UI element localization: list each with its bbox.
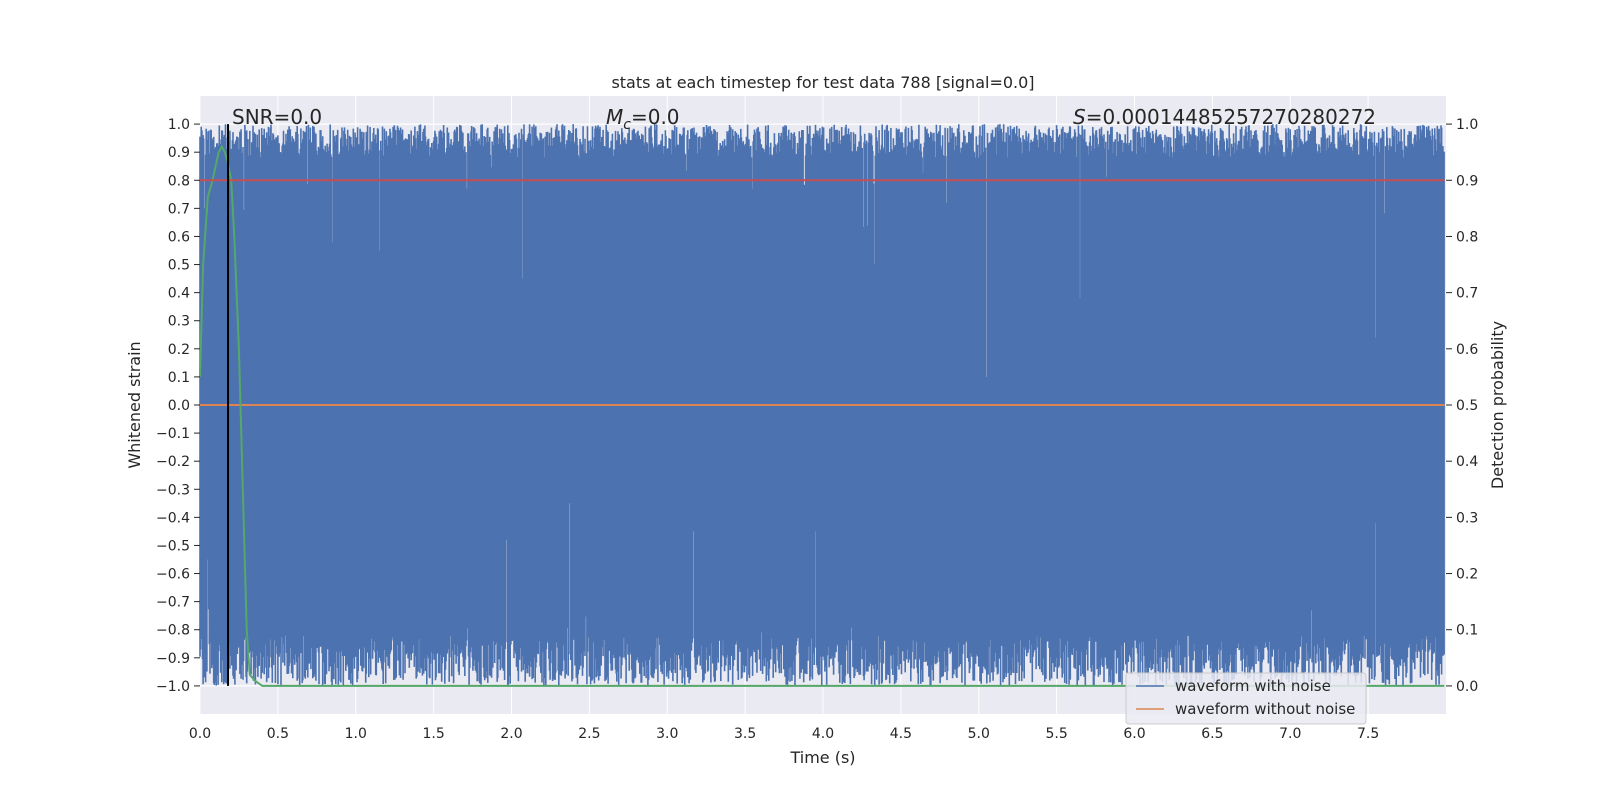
x-tick-label: 1.0 <box>345 726 367 742</box>
left-y-tick-label: 0.3 <box>168 314 190 330</box>
left-y-tick-label: 0.6 <box>168 229 190 245</box>
left-y-tick-label: −0.5 <box>156 538 190 554</box>
left-y-tick-label: −0.3 <box>156 482 190 498</box>
right-y-axis-ticks: 1.0 0.9 0.8 0.7 0.6 0.5 0.4 0.3 0.2 0.1 0.0 <box>1446 117 1478 695</box>
x-tick-label: 5.0 <box>968 726 990 742</box>
right-y-tick-label: 0.5 <box>1456 398 1478 414</box>
x-tick-label: 0.0 <box>189 726 211 742</box>
left-y-tick-label: 0.4 <box>168 286 190 302</box>
right-y-tick-label: 0.2 <box>1456 567 1478 583</box>
right-y-tick-label: 0.0 <box>1456 679 1478 695</box>
left-y-tick-label: −0.7 <box>156 595 190 611</box>
right-y-tick-label: 0.9 <box>1456 173 1478 189</box>
x-tick-label: 2.5 <box>578 726 600 742</box>
right-y-tick-label: 1.0 <box>1456 117 1478 133</box>
left-y-tick-label: −0.4 <box>156 510 190 526</box>
right-y-tick-label: 0.6 <box>1456 342 1478 358</box>
left-y-axis-ticks: 1.0 0.9 0.8 0.7 0.6 0.5 0.4 0.3 0.2 0.1 0.0 −0.1 −0.… <box>156 117 200 695</box>
left-y-tick-label: 0.7 <box>168 201 190 217</box>
x-tick-label: 1.5 <box>422 726 444 742</box>
legend-label-noise: waveform with noise <box>1175 677 1331 695</box>
left-y-tick-label: −0.9 <box>156 651 190 667</box>
overlay-lines <box>199 124 1445 687</box>
right-y-axis-label: Detection probability <box>1488 321 1507 489</box>
snr-annotation: SNR=0.0 <box>232 105 322 129</box>
x-tick-label: 4.5 <box>890 726 912 742</box>
s-statistic-annotation: S=0.00014485257270280272 <box>1073 105 1376 129</box>
x-tick-label: 7.0 <box>1279 726 1301 742</box>
left-y-tick-label: 1.0 <box>168 117 190 133</box>
left-y-tick-label: 0.2 <box>168 342 190 358</box>
left-y-tick-label: 0.5 <box>168 258 190 274</box>
x-axis-ticks: 0.0 0.5 1.0 1.5 2.0 2.5 3.0 3.5 4.0 4.5 5.0 5.5 6.0 6… <box>189 726 1379 742</box>
detection-probability-line <box>199 144 1445 687</box>
left-y-tick-label: 0.1 <box>168 370 190 386</box>
left-y-axis-label: Whitened strain <box>125 341 144 468</box>
left-y-tick-label: −0.8 <box>156 623 190 639</box>
x-tick-label: 2.0 <box>500 726 522 742</box>
x-tick-label: 5.5 <box>1045 726 1067 742</box>
legend: waveform with noise waveform without noi… <box>1125 672 1367 725</box>
waveform-with-noise-line <box>199 124 1445 686</box>
legend-label-clean: waveform without noise <box>1175 700 1355 718</box>
x-tick-label: 6.5 <box>1201 726 1223 742</box>
right-y-tick-label: 0.8 <box>1456 229 1478 245</box>
chirp-mass-annotation: Mc=0.0 <box>606 105 680 133</box>
left-y-tick-label: −0.2 <box>156 454 190 470</box>
right-y-tick-label: 0.7 <box>1456 286 1478 302</box>
left-y-tick-label: 0.9 <box>168 145 190 161</box>
legend-box <box>1125 672 1367 725</box>
left-y-tick-label: 0.0 <box>168 398 190 414</box>
x-tick-label: 4.0 <box>812 726 834 742</box>
right-y-tick-label: 0.1 <box>1456 623 1478 639</box>
left-y-tick-label: −1.0 <box>156 679 190 695</box>
waveform-with-noise-series <box>199 124 1445 686</box>
x-tick-label: 7.5 <box>1357 726 1379 742</box>
right-y-tick-label: 0.3 <box>1456 510 1478 526</box>
left-y-tick-label: 0.8 <box>168 173 190 189</box>
x-tick-label: 3.5 <box>734 726 756 742</box>
x-tick-label: 3.0 <box>656 726 678 742</box>
x-axis-label: Time (s) <box>789 748 855 767</box>
left-y-tick-label: −0.6 <box>156 567 190 583</box>
x-tick-label: 0.5 <box>267 726 289 742</box>
left-y-tick-label: −0.1 <box>156 426 190 442</box>
chart-title: stats at each timestep for test data 788… <box>611 73 1034 92</box>
right-y-tick-label: 0.4 <box>1456 454 1478 470</box>
x-tick-label: 6.0 <box>1123 726 1145 742</box>
